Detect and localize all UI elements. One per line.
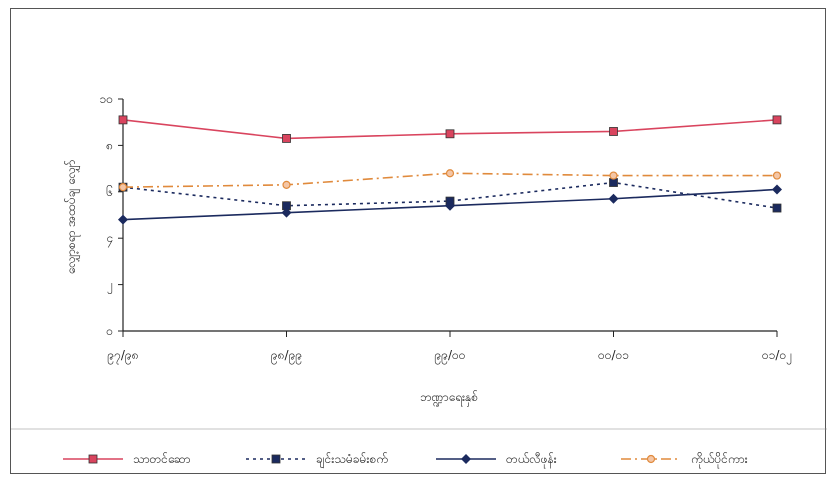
data-point-series-4 <box>118 183 128 192</box>
data-point-series-3 <box>281 207 292 218</box>
data-point-series-3 <box>608 193 619 204</box>
y-tick-label: ၄ <box>106 231 113 248</box>
y-tick-label: ၈ <box>106 138 113 152</box>
data-point-series-4 <box>772 171 782 180</box>
legend-label: တယ်လီဖုန်း <box>506 451 557 469</box>
x-tick-label: ၀၀/၀၁ <box>598 348 629 362</box>
data-point-series-4 <box>445 169 455 178</box>
data-point-series-3 <box>118 214 128 225</box>
legend-marker <box>88 454 98 464</box>
data-point-series-4 <box>282 180 291 189</box>
data-point-series-4 <box>609 171 618 180</box>
y-tick-label: ၀ <box>106 324 113 338</box>
data-point-series-3 <box>772 184 782 195</box>
x-tick-label: ၉၈/၉၉ <box>271 348 302 365</box>
legend-label: သာတင်ဆော <box>133 451 190 466</box>
x-tick-label: ၉၇/၉၈ <box>107 348 138 365</box>
data-point-series-2 <box>772 203 782 213</box>
data-point-series-2 <box>609 178 618 187</box>
chart-frame: ၀ ၂ ၄ ၆ ၈ ၁၀၉၇/၉၈ ၉၈/၉၉ ၉၉/၀၀ ၀၀/၀၁ ၀၁/၀၂ ဘဏ္ဍာရေ… <box>10 8 827 474</box>
legend-marker <box>461 454 471 464</box>
legend-marker <box>271 454 281 464</box>
data-point-series-3 <box>445 200 455 211</box>
y-axis-title: လျှော့စရာ အထပ်ချ လျှော် <box>63 160 81 274</box>
legend-label: ချင်းသမံခမ်းစက် <box>316 451 388 469</box>
data-point-series-1 <box>772 115 782 125</box>
data-point-series-1 <box>282 134 291 143</box>
x-tick-label: ၀၁/၀၂ <box>762 348 792 365</box>
data-point-series-1 <box>118 115 128 125</box>
legend-marker <box>646 454 656 464</box>
x-tick-label: ၉၉/၀၀ <box>434 348 465 365</box>
legend-label: ကိုယ်ပိုင်ကား <box>691 451 748 469</box>
data-point-series-1 <box>609 127 618 136</box>
y-tick-label: ၆ <box>106 184 113 199</box>
y-tick-label: ၂ <box>107 278 113 295</box>
data-point-series-1 <box>445 129 455 139</box>
series-line-2 <box>122 181 778 209</box>
x-axis-title: ဘဏ္ဍာရေးနှစ် <box>420 389 478 407</box>
y-tick-label: ၁၀ <box>100 92 114 106</box>
